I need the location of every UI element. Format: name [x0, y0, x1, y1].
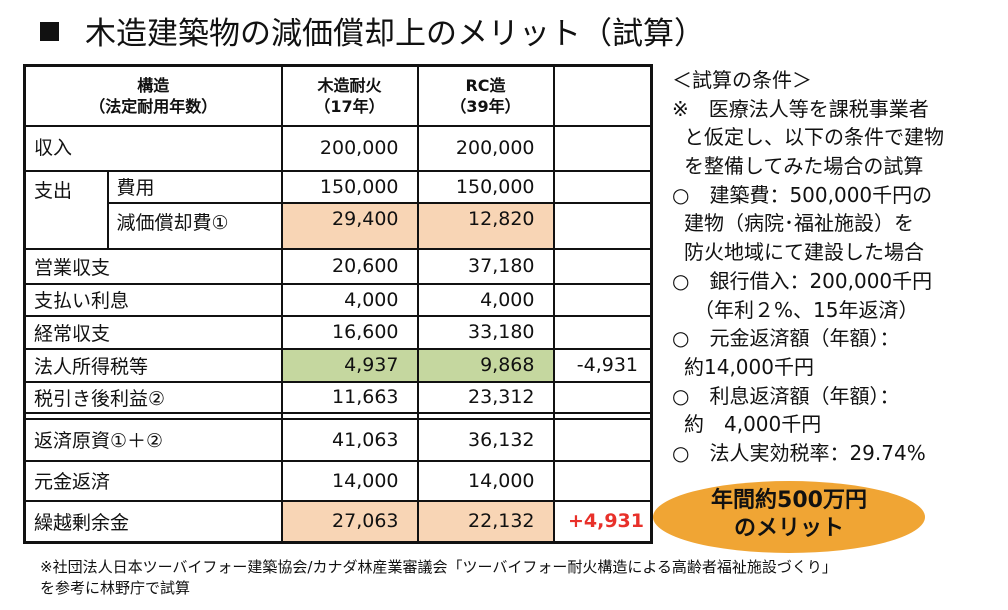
diff-value [552, 417, 653, 462]
page-title: 木造建築物の減価償却上のメリット（試算） [40, 8, 705, 53]
table-row: 繰越剰余金 27,063 22,132 +4,931 [23, 499, 653, 544]
condition-line: 約 4,000千円 [684, 412, 822, 437]
row-label: 返済原資①＋② [23, 417, 283, 462]
row-label: 収入 [23, 124, 283, 172]
table-row: 支払い利息 4,000 4,000 [23, 282, 653, 317]
wood-value: 4,000 [280, 282, 419, 317]
table-row: 減価償却費① 29,400 12,820 [25, 201, 653, 250]
table-row: 収入 200,000 200,000 [23, 124, 653, 172]
rc-value: 12,820 [416, 201, 555, 250]
row-label: 税引き後利益② [23, 380, 283, 414]
wood-value: 200,000 [280, 124, 419, 172]
wood-value: 16,600 [280, 314, 419, 350]
row-label: 費用 [106, 169, 283, 204]
condition-line: を整備してみた場合の試算 [684, 154, 924, 179]
diff-value [552, 124, 653, 172]
condition-line: ※ 医療法人等を課税事業者 [672, 96, 929, 121]
table-row: 支出 費用 150,000 150,000 [23, 169, 653, 250]
row-group-label: 支出 [23, 169, 109, 250]
square-bullet-icon [40, 22, 59, 41]
header-wood: 木造耐火 （17年） [280, 64, 419, 127]
condition-line: ○ 建築費：500,000千円の [672, 182, 933, 207]
separator-row [23, 411, 653, 420]
comparison-table: 構造 （法定耐用年数） 木造耐火 （17年） RC造 （39年） 収入 200,000… [23, 64, 653, 544]
rc-value: 200,000 [416, 124, 555, 172]
diff-value [552, 169, 653, 203]
table-header: 構造 （法定耐用年数） 木造耐火 （17年） RC造 （39年） [23, 64, 653, 127]
condition-line: ○ 利息返済額（年額）： [672, 383, 900, 408]
row-label: 経常収支 [23, 314, 283, 350]
conditions-heading: ＜試算の条件＞ [672, 68, 812, 92]
wood-value: 11,663 [280, 380, 419, 414]
table-row: 返済原資①＋② 41,063 36,132 [23, 417, 653, 462]
rc-value: 37,180 [416, 247, 555, 285]
diff-value [552, 380, 653, 414]
condition-line: と仮定し、以下の条件で建物 [684, 125, 944, 150]
rc-value: 33,180 [416, 314, 555, 350]
wood-value: 4,937 [280, 347, 419, 383]
condition-line: ○ 銀行借入：200,000千円 [672, 268, 933, 293]
footnote: ※社団法人日本ツーバイフォー建築協会/カナダ林産業審議会「ツーバイフォー耐火構造… [40, 558, 837, 597]
header-rc: RC造 （39年） [416, 64, 555, 127]
wood-value: 150,000 [280, 169, 419, 204]
callout-line: のメリット [733, 516, 844, 541]
diff-value [552, 247, 653, 285]
row-label: 営業収支 [23, 247, 283, 285]
callout-line: 年間約500万円 [711, 488, 867, 513]
diff-value [552, 201, 653, 250]
rc-value: 4,000 [416, 282, 555, 317]
row-label: 支払い利息 [23, 282, 283, 317]
diff-value [552, 314, 653, 350]
table-row: 元金返済 14,000 14,000 [23, 459, 653, 502]
diff-value: +4,931 [552, 499, 653, 544]
row-label: 繰越剰余金 [23, 499, 283, 544]
condition-line: 約14,000千円 [684, 354, 814, 379]
table-row: 経常収支 16,600 33,180 [23, 314, 653, 350]
condition-line: ○ 法人実効税率：29.74% [672, 440, 926, 465]
table-row: 営業収支 20,600 37,180 [23, 247, 653, 285]
row-label: 法人所得税等 [23, 347, 283, 383]
diff-value [552, 282, 653, 317]
rc-value: 150,000 [416, 169, 555, 204]
rc-value: 23,312 [416, 380, 555, 414]
condition-line: 建物（病院･福祉施設）を [684, 211, 914, 236]
condition-line: （年利２%、15年返済） [694, 297, 919, 322]
wood-value: 14,000 [280, 459, 419, 502]
row-label: 減価償却費① [106, 201, 283, 250]
table-row: 税引き後利益② 11,663 23,312 [23, 380, 653, 414]
header-structure: 構造 （法定耐用年数） [23, 64, 283, 127]
table-row: 法人所得税等 4,937 9,868 -4,931 [23, 347, 653, 383]
rc-value: 36,132 [416, 417, 555, 462]
row-label: 元金返済 [23, 459, 283, 502]
wood-value: 20,600 [280, 247, 419, 285]
condition-line: ○ 元金返済額（年額）： [672, 326, 900, 351]
rc-value: 9,868 [416, 347, 555, 383]
wood-value: 41,063 [280, 417, 419, 462]
rc-value: 22,132 [416, 499, 555, 544]
conditions-panel: ＜試算の条件＞ ※ 医療法人等を課税事業者 と仮定し、以下の条件で建物 を整備し… [672, 66, 944, 468]
merit-callout: 年間約500万円 のメリット [653, 481, 925, 553]
rc-value: 14,000 [416, 459, 555, 502]
wood-value: 27,063 [280, 499, 419, 544]
wood-value: 29,400 [280, 201, 419, 250]
header-diff [552, 64, 653, 127]
diff-value [552, 459, 653, 502]
diff-value: -4,931 [552, 347, 653, 383]
condition-line: 防火地域にて建設した場合 [684, 240, 924, 265]
